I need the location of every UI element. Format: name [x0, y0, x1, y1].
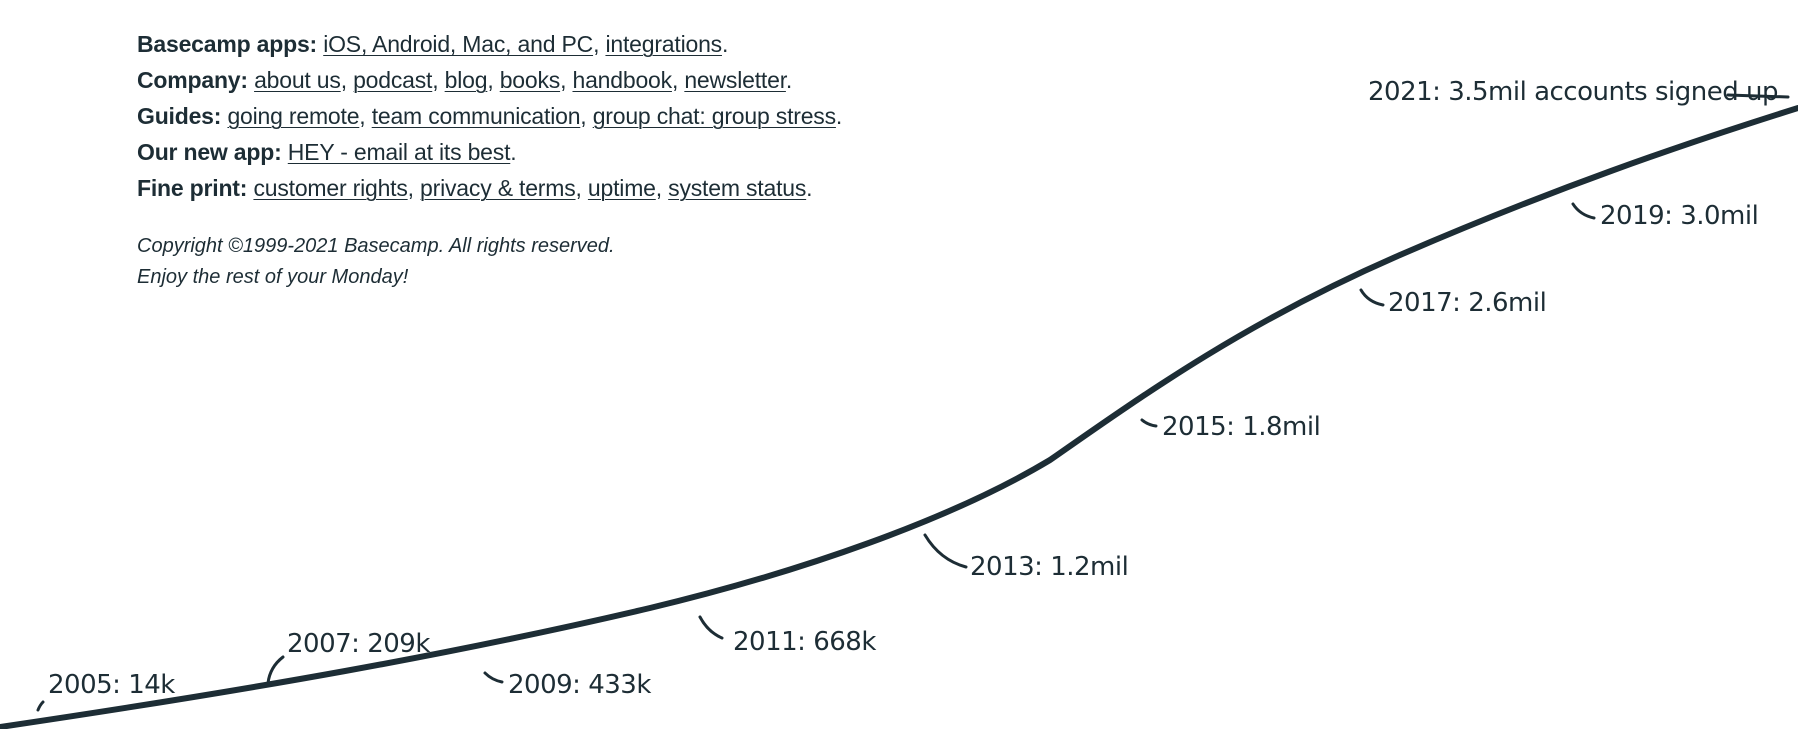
footer-link[interactable]: uptime [587, 175, 656, 201]
footer-link[interactable]: blog [444, 67, 488, 93]
footer-row: Fine print: customer rights, privacy & t… [137, 175, 813, 201]
annotation-tick [1726, 93, 1790, 99]
annotation-tick [698, 615, 724, 640]
annotation-tick [923, 533, 968, 569]
annotation-label: 2011: 668k [733, 627, 876, 657]
footer-row: Our new app: HEY - email at its best. [137, 139, 517, 165]
annotation-label: 2009: 433k [508, 670, 651, 700]
greeting-text: Enjoy the rest of your Monday! [137, 266, 409, 288]
footer-row: Basecamp apps: iOS, Android, Mac, and PC… [137, 31, 729, 57]
footer-link[interactable]: team communication [371, 103, 581, 129]
footer-link[interactable]: group chat: group stress [592, 103, 836, 129]
annotation-tick [483, 671, 504, 684]
footer-link[interactable]: iOS, Android, Mac, and PC [323, 31, 594, 57]
copyright-text: Copyright ©1999-2021 Basecamp. All right… [137, 235, 615, 257]
footer-row-label: Company: [137, 67, 248, 93]
annotation-label: 2005: 14k [48, 670, 175, 700]
footer-row: Guides: going remote, team communication… [137, 103, 843, 129]
annotation-label: 2021: 3.5mil accounts signed up [1368, 77, 1778, 107]
footer-link[interactable]: HEY - email at its best [287, 139, 511, 165]
footer-row: Company: about us, podcast, blog, books,… [137, 67, 793, 93]
footer-link[interactable]: newsletter [684, 67, 786, 93]
footer-link[interactable]: customer rights [253, 175, 408, 201]
footer-row-label: Guides: [137, 103, 222, 129]
annotation-tick [266, 655, 285, 685]
footer-link[interactable]: handbook [572, 67, 672, 93]
annotation-tick [1571, 202, 1596, 220]
annotation-label: 2007: 209k [287, 629, 430, 659]
annotation-label: 2013: 1.2mil [970, 552, 1128, 582]
annotation-tick [1359, 288, 1385, 307]
footer-links: Basecamp apps: iOS, Android, Mac, and PC… [137, 26, 842, 206]
annotation-label: 2017: 2.6mil [1388, 288, 1546, 318]
footer-link[interactable]: podcast [353, 67, 433, 93]
annotation-tick [36, 700, 45, 712]
footer-copyright: Copyright ©1999-2021 Basecamp. All right… [137, 231, 615, 293]
footer-row-label: Our new app: [137, 139, 282, 165]
annotation-label: 2019: 3.0mil [1600, 201, 1758, 231]
annotation-tick [1140, 418, 1158, 428]
footer-row-label: Fine print: [137, 175, 248, 201]
footer-link[interactable]: going remote [227, 103, 360, 129]
footer-row-label: Basecamp apps: [137, 31, 317, 57]
footer-link[interactable]: privacy & terms [420, 175, 576, 201]
footer-link[interactable]: integrations [605, 31, 722, 57]
growth-curve [0, 105, 1798, 729]
annotation-label: 2015: 1.8mil [1162, 412, 1320, 442]
footer-link[interactable]: books [499, 67, 561, 93]
footer-link[interactable]: about us [254, 67, 341, 93]
footer-link[interactable]: system status [668, 175, 807, 201]
